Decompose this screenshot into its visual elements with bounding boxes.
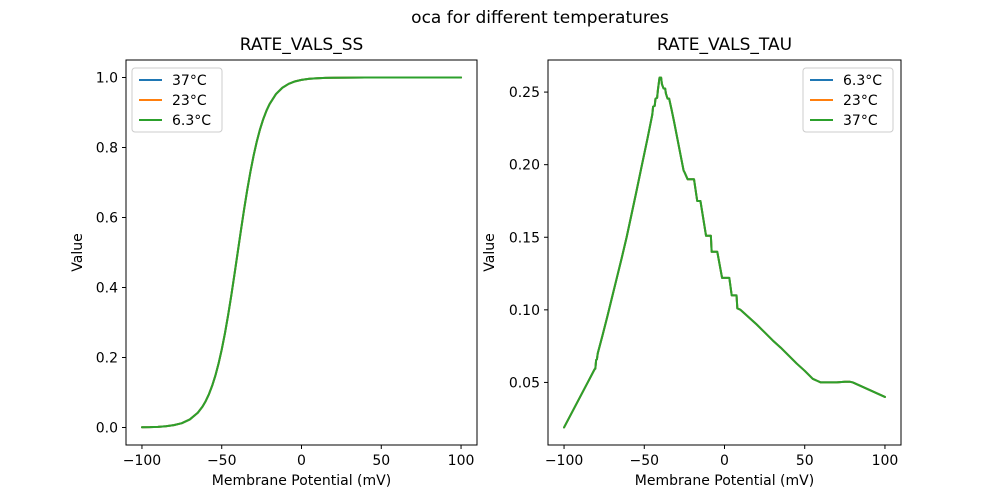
series-line-37°C [563, 76, 886, 429]
x-tick-label: 50 [372, 453, 390, 469]
x-tick-label: −100 [123, 453, 161, 469]
legend-label: 37°C [172, 73, 207, 89]
legend-box [131, 67, 223, 133]
y-tick-label: 0.15 [509, 230, 540, 246]
legend-label: 23°C [172, 93, 207, 109]
y-tick-label: 0.8 [96, 141, 118, 157]
x-tick-label: −50 [629, 453, 659, 469]
chart-title: RATE_VALS_TAU [657, 35, 792, 55]
figure-suptitle: oca for different temperatures [411, 8, 669, 28]
y-tick-label: 0.10 [509, 303, 540, 319]
legend-box [802, 67, 894, 133]
y-tick-label: 0.25 [509, 85, 540, 101]
x-tick-label: 0 [297, 453, 306, 469]
chart-title: RATE_VALS_SS [240, 35, 364, 55]
x-tick-label: 0 [720, 453, 729, 469]
legend-label: 6.3°C [843, 73, 882, 89]
x-axis-label: Membrane Potential (mV) [212, 473, 391, 489]
subplot-rate_vals_ss: −100 −50 0 50 100 0.0 0.2 0.4 0.6 0.8 1.0 RATE_VALS… [70, 35, 478, 489]
x-axis-label: Membrane Potential (mV) [635, 473, 814, 489]
x-tick-label: 100 [872, 453, 899, 469]
legend-label: 37°C [843, 113, 878, 129]
subplot-rate_vals_tau: −100 −50 0 50 100 0.05 0.10 0.15 0.20 0.25 RATE_VA… [482, 35, 902, 489]
legend-label: 6.3°C [172, 113, 211, 129]
y-tick-label: 0.4 [96, 281, 118, 297]
y-tick-label: 0.05 [509, 375, 540, 391]
y-axis-label: Value [70, 233, 86, 271]
y-tick-label: 0.6 [96, 211, 118, 227]
series-line-6.3°C [140, 76, 463, 429]
x-tick-label: 100 [448, 453, 475, 469]
y-tick-label: 0.2 [96, 351, 118, 367]
legend: 37°C 23°C 6.3°C [131, 67, 223, 133]
legend: 6.3°C 23°C 37°C [802, 67, 894, 133]
y-tick-label: 1.0 [96, 71, 118, 87]
y-axis-label: Value [482, 233, 498, 271]
legend-label: 23°C [843, 93, 878, 109]
x-tick-label: 50 [796, 453, 814, 469]
y-tick-label: 0.20 [509, 158, 540, 174]
y-tick-label: 0.0 [96, 421, 118, 437]
x-tick-label: −50 [207, 453, 237, 469]
x-tick-label: −100 [545, 453, 583, 469]
